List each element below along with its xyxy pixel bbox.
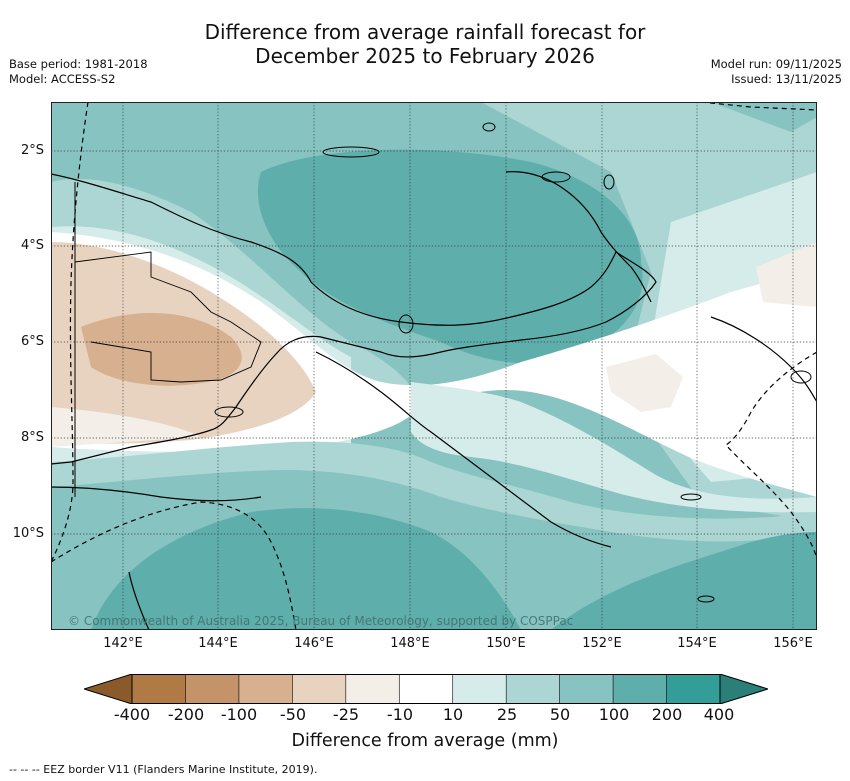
map-canvas [51, 102, 817, 630]
eez-border-east [725, 351, 817, 563]
issued-label: Issued: 13/11/2025 [731, 72, 842, 86]
colorbar-cell [506, 674, 561, 704]
colorbar-label: Difference from average (mm) [291, 731, 559, 751]
eez-border-south [51, 501, 297, 630]
lon-label-142e: 142°E [103, 636, 143, 651]
eez-border-west [51, 102, 89, 563]
colorbar-tick: -25 [332, 705, 360, 724]
island-2 [398, 314, 414, 334]
colorbar-tick: 50 [549, 705, 571, 724]
island-1 [482, 122, 496, 132]
dry-region-100 [81, 313, 242, 386]
cape-york-coast [128, 571, 150, 630]
colorbar-cell [345, 674, 400, 704]
papuan-peninsula-coast [315, 351, 612, 548]
island-5 [680, 493, 702, 501]
colorbar-tick: 400 [703, 705, 735, 724]
colorbar-cell [613, 674, 668, 704]
colorbar-outline [131, 674, 721, 704]
coastlines [51, 171, 817, 630]
island-9 [541, 171, 571, 183]
island-7 [790, 370, 812, 384]
map-title: Difference from average rainfall forecas… [0, 20, 850, 68]
south-east-wet-blob [551, 532, 817, 630]
title-line-1: Difference from average rainfall forecas… [204, 20, 646, 44]
colorbar-tick: 200 [651, 705, 683, 724]
lon-label-144e: 144°E [198, 636, 238, 651]
base-period-label: Base period: 1981-2018 [9, 57, 148, 71]
lon-label-146e: 146°E [294, 636, 334, 651]
island-6 [697, 595, 715, 603]
meta-right: Model run: 09/11/2025 Issued: 13/11/2025 [711, 57, 842, 87]
copyright-notice: © Commonwealth of Australia 2025, Bureau… [68, 614, 574, 628]
eez-borders [51, 102, 817, 630]
colorbar-tick: 25 [496, 705, 518, 724]
colorbar-tick: -200 [167, 705, 205, 724]
colorbar-cell [238, 674, 293, 704]
colorbar-cell [292, 674, 347, 704]
band-near-average [51, 232, 817, 497]
gulf-coast [51, 486, 262, 502]
island-3 [603, 174, 615, 190]
colorbar-cell [132, 674, 186, 704]
bougainville-coast [710, 316, 817, 403]
southern-wet-blob [91, 508, 521, 630]
colorbar-tick: 100 [598, 705, 630, 724]
colorbar-arrow-high [719, 673, 770, 705]
dry-patch-central [606, 354, 683, 412]
lat-label-8s: 8°S [20, 430, 44, 445]
lon-label-156e: 156°E [773, 636, 813, 651]
eez-legend: -- -- -- EEZ border V11 (Flanders Marine… [9, 763, 318, 776]
lon-label-148e: 148°E [390, 636, 430, 651]
colorbar-tick: -10 [386, 705, 414, 724]
meta-left: Base period: 1981-2018 Model: ACCESS-S2 [9, 57, 148, 87]
colorbar-tick: 10 [442, 705, 464, 724]
lon-label-152e: 152°E [582, 636, 622, 651]
provincial-borders [74, 251, 262, 383]
colorbar-cell [666, 674, 721, 704]
dry-fringe-west [51, 407, 201, 447]
colorbar-tick: -50 [279, 705, 307, 724]
island-8 [214, 406, 244, 418]
model-label: Model: ACCESS-S2 [9, 72, 116, 86]
colorbar [82, 673, 770, 708]
lat-label-6s: 6°S [20, 334, 44, 349]
dry-patch-east [756, 242, 817, 307]
lon-label-154e: 154°E [677, 636, 717, 651]
colorbar-tick: -400 [113, 705, 151, 724]
new-guinea-north-coast [51, 173, 657, 465]
colorbar-cell [452, 674, 507, 704]
colorbar-arrow-low [82, 673, 133, 705]
model-run-label: Model run: 09/11/2025 [710, 57, 842, 71]
lat-label-4s: 4°S [20, 238, 44, 253]
islands [214, 122, 812, 603]
lat-label-10s: 10°S [12, 526, 44, 541]
island-4 [322, 146, 380, 158]
rainfall-map [51, 102, 817, 630]
title-line-2: December 2025 to February 2026 [255, 44, 595, 68]
new-britain-north-coast [505, 171, 652, 303]
colorbar-cell [185, 674, 240, 704]
lat-label-2s: 2°S [20, 143, 44, 158]
lon-label-150e: 150°E [486, 636, 526, 651]
map-frame [51, 102, 817, 630]
band-central-25 [411, 382, 817, 513]
colorbar-cells [82, 673, 770, 705]
colorbar-cell [399, 674, 454, 704]
colorbar-cell [559, 674, 614, 704]
eez-border-north-east [700, 102, 817, 111]
colorbar-svg [82, 673, 770, 705]
northern-wet-blob [257, 149, 643, 364]
colorbar-tick: -100 [220, 705, 258, 724]
band-top-corner [711, 102, 817, 132]
